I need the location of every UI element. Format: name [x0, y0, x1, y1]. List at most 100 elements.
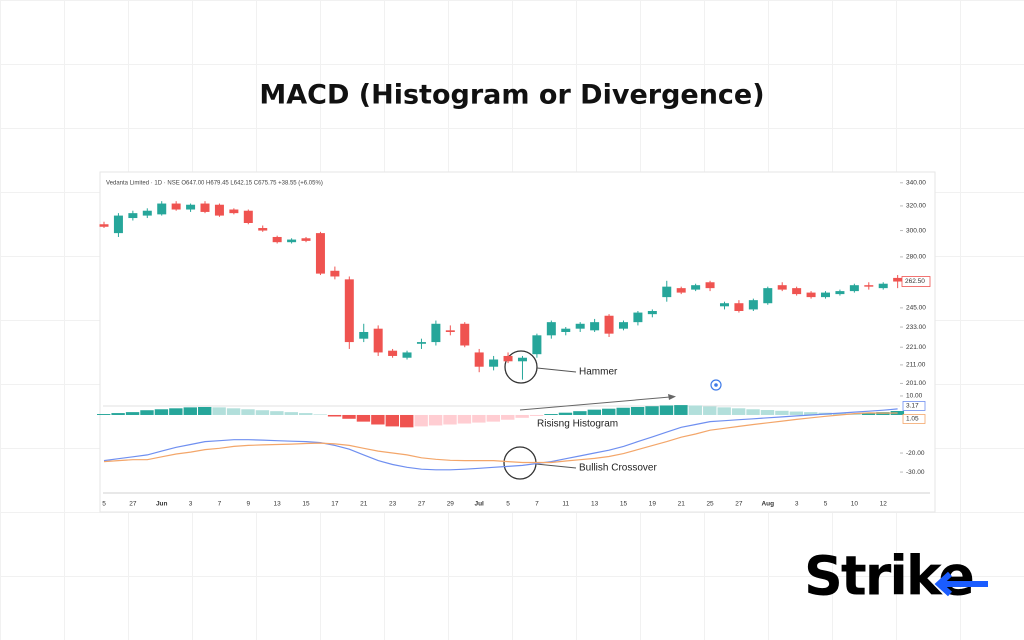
candle-body	[705, 282, 715, 289]
x-tick-label: 27	[129, 501, 137, 508]
candle-body	[258, 228, 268, 231]
trend-arrow	[519, 396, 671, 411]
x-tick-label: 25	[706, 501, 714, 508]
candle-body	[503, 355, 513, 362]
macd-line	[103, 408, 898, 471]
hammer-pointer	[536, 367, 577, 373]
candle-body	[445, 330, 455, 332]
annotation: Hammer	[579, 367, 618, 378]
histogram-bar	[241, 409, 255, 415]
candle-body	[344, 279, 354, 343]
candle-body	[315, 233, 325, 274]
histogram-bar	[775, 410, 789, 415]
annotation: Risisng Histogram	[537, 419, 618, 430]
candle-body	[489, 359, 499, 367]
candle-body	[806, 292, 816, 298]
candle-body	[575, 323, 585, 329]
candle-body	[734, 303, 744, 311]
x-tick-label: 27	[735, 501, 743, 508]
y-tick-label: 221.00	[906, 344, 926, 351]
histogram-bar	[385, 414, 399, 427]
histogram-bar	[630, 406, 645, 415]
histogram-bar	[414, 414, 428, 427]
candle-body	[171, 203, 181, 210]
candle-body	[748, 300, 758, 310]
histogram-bar	[255, 410, 270, 415]
candle-body	[561, 328, 571, 332]
x-tick-label: 13	[274, 501, 282, 508]
histogram-bar	[731, 408, 746, 415]
histogram-bar	[760, 410, 775, 415]
macd-tag: 1.05	[906, 416, 919, 423]
annotation: Bullish Crossover	[579, 463, 657, 474]
candle-body	[113, 215, 123, 234]
candle-body	[431, 323, 441, 343]
candle-body	[186, 204, 196, 210]
histogram-bar	[529, 414, 544, 416]
histogram-bar	[342, 414, 356, 419]
x-tick-label: 13	[591, 501, 599, 508]
candle-body	[287, 239, 297, 243]
candle-body	[301, 238, 311, 241]
histogram-bar	[125, 412, 140, 415]
page-title: MACD (Histogram or Divergence)	[259, 80, 764, 111]
chart-header: Vedanta Limited · 1D · NSE O647.00 H679.…	[106, 181, 323, 187]
candle-body	[532, 335, 542, 355]
candle-body	[893, 277, 903, 282]
y-tick-label: 211.00	[906, 362, 926, 369]
x-tick-label: 10	[851, 501, 859, 508]
candle-body	[777, 285, 787, 290]
candle-body	[676, 288, 686, 293]
candle-body	[633, 312, 643, 323]
candle-body	[402, 352, 412, 358]
candle-body	[373, 328, 383, 353]
x-tick-label: 27	[418, 501, 426, 508]
macd-tag-box	[902, 414, 926, 424]
histogram-bar	[226, 408, 241, 415]
candle-body	[330, 270, 340, 277]
chart-frame	[99, 171, 936, 513]
histogram-bar	[544, 414, 558, 415]
y-tick-label: 201.00	[906, 380, 926, 387]
candle-body	[618, 322, 628, 329]
candle-body	[243, 210, 253, 223]
candle-body	[546, 322, 556, 336]
x-tick-label: 5	[506, 501, 510, 508]
x-tick-label: 29	[447, 501, 455, 508]
y-tick-label: 300.00	[906, 227, 926, 234]
y-tick-label: -30.00	[906, 469, 925, 476]
x-tick-label: Jul	[474, 501, 484, 508]
y-tick-label: 245.00	[906, 305, 926, 312]
crossover-pointer	[535, 463, 577, 469]
candle-body	[359, 331, 369, 339]
x-tick-label: Aug	[761, 501, 774, 508]
candle-body	[691, 285, 701, 290]
x-tick-label: Jun	[156, 501, 168, 508]
x-tick-label: 3	[189, 501, 193, 508]
candle-body	[835, 291, 845, 295]
candle-body	[864, 285, 874, 287]
x-tick-label: 21	[360, 501, 368, 508]
histogram-bar	[746, 409, 760, 415]
candle-body	[792, 288, 802, 295]
candle-body	[517, 357, 527, 362]
histogram-bar	[327, 414, 342, 417]
macd-line	[103, 412, 898, 464]
y-tick-label: 280.00	[906, 254, 926, 261]
histogram-bar	[270, 411, 284, 415]
histogram-bar	[804, 412, 818, 415]
candle-body	[878, 283, 888, 289]
macd-tag-box	[902, 401, 926, 411]
histogram-bar	[371, 414, 385, 425]
histogram-bar	[111, 413, 125, 415]
histogram-bar	[703, 406, 717, 415]
histogram-bar	[400, 414, 414, 428]
histogram-bar	[212, 407, 226, 415]
brand-arrow	[934, 571, 988, 597]
x-tick-label: 15	[620, 501, 628, 508]
candle-body	[763, 288, 773, 304]
candle-body	[416, 342, 426, 344]
price-tag: 262.50	[905, 278, 925, 285]
x-tick-label: 12	[880, 501, 888, 508]
x-tick-label: 21	[678, 501, 686, 508]
